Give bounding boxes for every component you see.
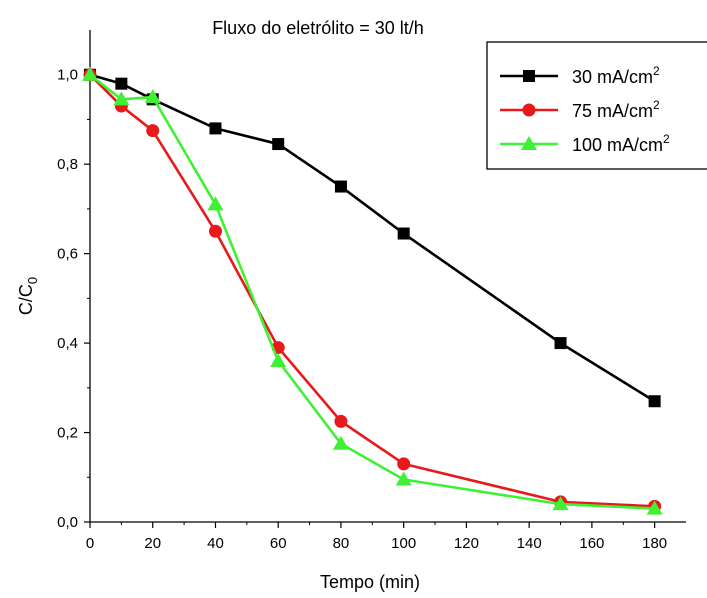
y-tick-label: 1,0 <box>57 67 78 84</box>
y-axis-label: C/C0 <box>16 277 40 315</box>
data-point <box>648 395 661 408</box>
data-point <box>209 122 222 135</box>
data-point <box>272 138 285 151</box>
y-axis-label-main: C/C <box>16 284 36 315</box>
legend-marker <box>522 103 536 117</box>
y-axis-label-subscript: 0 <box>25 277 40 284</box>
legend: 30 mA/cm2 75 mA/cm2 100 mA/cm2 <box>486 41 707 170</box>
legend-marker <box>523 70 535 82</box>
data-point <box>332 435 349 450</box>
x-tick-label: 140 <box>517 535 542 552</box>
data-point <box>270 352 287 367</box>
data-point <box>397 457 411 471</box>
x-axis-ticks: 0 20 40 60 80 100 120 140 160 180 <box>86 522 667 552</box>
y-tick-label: 0,8 <box>57 156 78 173</box>
x-tick-label: 20 <box>144 535 161 552</box>
legend-label: 30 mA/cm2 <box>572 64 660 87</box>
legend-label: 75 mA/cm2 <box>572 98 660 121</box>
legend-marker <box>521 136 537 150</box>
data-point <box>646 500 663 515</box>
data-point <box>554 337 567 350</box>
data-point <box>334 180 347 193</box>
data-point <box>208 224 222 238</box>
data-point <box>82 66 98 81</box>
data-point <box>115 77 128 90</box>
data-point <box>395 471 412 486</box>
y-tick-label: 0,2 <box>57 425 78 442</box>
y-tick-label: 0,0 <box>57 514 78 531</box>
chart-title: Fluxo do eletrólito = 30 lt/h <box>212 18 424 38</box>
x-tick-label: 100 <box>391 535 416 552</box>
x-axis-label: Tempo (min) <box>320 572 420 592</box>
x-tick-label: 120 <box>454 535 479 552</box>
legend-label: 100 mA/cm2 <box>572 132 670 155</box>
x-tick-label: 60 <box>270 535 287 552</box>
data-point <box>113 91 130 106</box>
data-point <box>397 227 410 240</box>
x-tick-label: 180 <box>642 535 667 552</box>
data-point <box>334 414 348 428</box>
series-group <box>82 66 663 515</box>
x-tick-label: 0 <box>86 535 94 552</box>
x-tick-label: 80 <box>333 535 350 552</box>
data-point <box>146 124 160 138</box>
series-3 <box>82 66 663 515</box>
y-tick-label: 0,6 <box>57 246 78 263</box>
x-tick-label: 40 <box>207 535 224 552</box>
data-point <box>207 196 224 211</box>
y-tick-label: 0,4 <box>57 335 78 352</box>
x-tick-label: 160 <box>579 535 604 552</box>
y-axis-ticks: 0,0 0,2 0,4 0,6 0,8 1,0 <box>57 67 90 531</box>
data-point <box>144 89 161 104</box>
data-point <box>552 496 569 511</box>
